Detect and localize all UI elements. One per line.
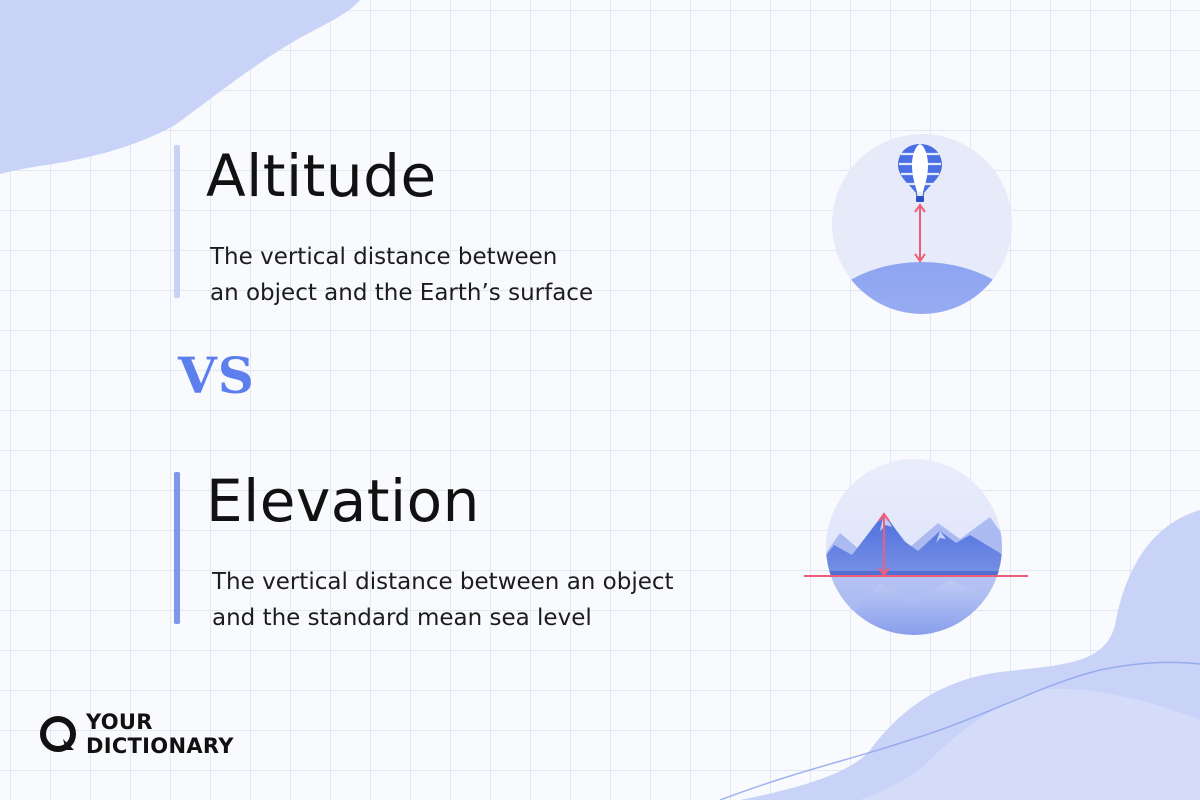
altitude-definition: The vertical distance between an object … — [210, 239, 593, 311]
logo-line-1: YOUR — [86, 710, 153, 734]
elevation-definition-line-1: The vertical distance between an object — [212, 569, 674, 595]
vs-separator: VS — [178, 346, 255, 405]
altitude-title: Altitude — [206, 142, 437, 210]
altitude-measure-arrow — [914, 203, 926, 263]
yourdictionary-logo-icon — [40, 716, 76, 752]
logo-line-2: DICTIONARY — [86, 734, 234, 758]
hot-air-balloon-icon — [830, 132, 1014, 320]
elevation-definition-line-2: and the standard mean sea level — [212, 605, 592, 631]
yourdictionary-logo[interactable]: YOUR DICTIONARY — [36, 710, 234, 758]
bottom-right-blob-light — [860, 689, 1200, 800]
mountain-peaks — [826, 513, 1002, 576]
elevation-title: Elevation — [206, 467, 480, 535]
logo-text: YOUR DICTIONARY — [86, 710, 234, 758]
elevation-accent-bar — [174, 472, 180, 624]
altitude-accent-bar — [174, 145, 180, 298]
altitude-definition-line-1: The vertical distance between — [210, 244, 558, 270]
mountain-sea-level-icon — [800, 455, 1032, 645]
bottom-curve-line — [719, 661, 1200, 800]
balloon-shape — [898, 144, 942, 202]
altitude-definition-line-2: an object and the Earth’s surface — [210, 280, 594, 306]
elevation-measure-arrow — [878, 512, 890, 577]
elevation-definition: The vertical distance between an object … — [212, 564, 674, 636]
